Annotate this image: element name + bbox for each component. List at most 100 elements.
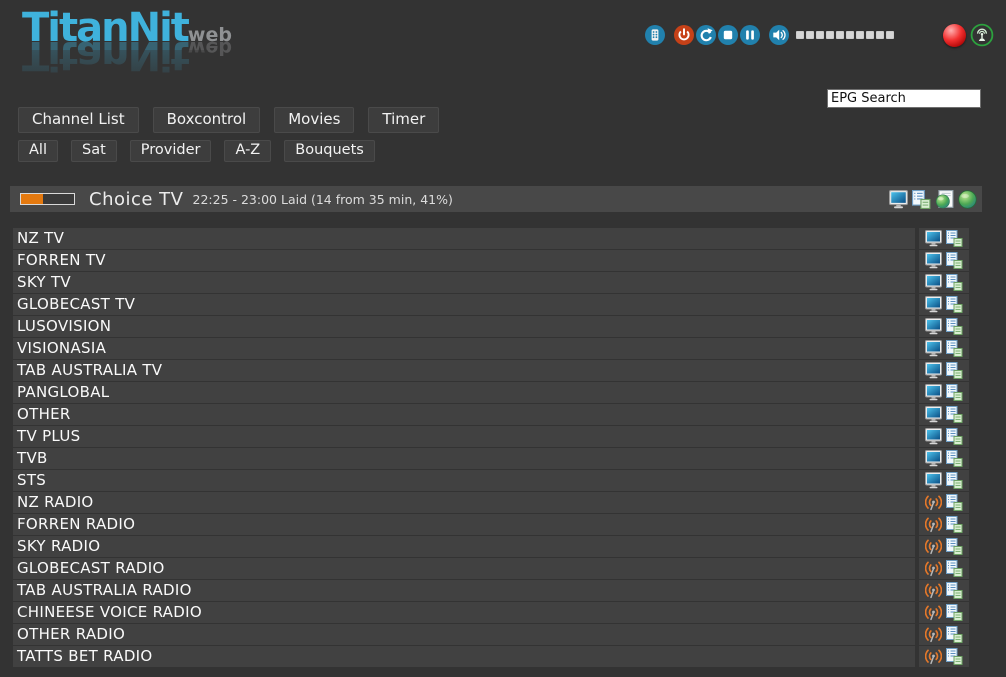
- channel-row[interactable]: NZ TV: [13, 228, 969, 249]
- epg-info-icon[interactable]: [946, 406, 963, 423]
- channel-name: PANGLOBAL: [13, 382, 915, 403]
- epg-info-icon[interactable]: [946, 230, 963, 247]
- epg-info-icon[interactable]: [946, 340, 963, 357]
- tv-zap-icon[interactable]: [925, 340, 942, 357]
- radio-zap-icon[interactable]: [925, 494, 942, 511]
- radio-zap-icon[interactable]: [925, 604, 942, 621]
- volume-segment[interactable]: [826, 31, 834, 39]
- epg-info-icon[interactable]: [946, 318, 963, 335]
- tv-zap-icon[interactable]: [925, 274, 942, 291]
- tab-movies[interactable]: Movies: [274, 107, 355, 133]
- channel-row[interactable]: FORREN RADIO: [13, 514, 969, 535]
- tv-zap-icon[interactable]: [925, 318, 942, 335]
- volume-segment[interactable]: [866, 31, 874, 39]
- volume-segment[interactable]: [886, 31, 894, 39]
- volume-segment[interactable]: [796, 31, 804, 39]
- tv-zap-icon[interactable]: [925, 230, 942, 247]
- globe-icon[interactable]: [958, 189, 977, 209]
- volume-segment[interactable]: [856, 31, 864, 39]
- radio-zap-icon[interactable]: [925, 560, 942, 577]
- pause-icon[interactable]: [740, 25, 760, 45]
- channel-row[interactable]: TAB AUSTRALIA RADIO: [13, 580, 969, 601]
- volume-segment[interactable]: [806, 31, 814, 39]
- radio-zap-icon[interactable]: [925, 582, 942, 599]
- channel-row[interactable]: OTHER: [13, 404, 969, 425]
- epg-info-icon[interactable]: [946, 384, 963, 401]
- volume-segment[interactable]: [836, 31, 844, 39]
- channel-row[interactable]: SKY TV: [13, 272, 969, 293]
- epg-info-icon[interactable]: [946, 516, 963, 533]
- filter-bouquets[interactable]: Bouquets: [284, 140, 375, 162]
- filter-a-z[interactable]: A-Z: [224, 140, 272, 162]
- stop-icon[interactable]: [718, 25, 738, 45]
- tv-zap-icon[interactable]: [925, 472, 942, 489]
- channel-name: GLOBECAST RADIO: [13, 558, 915, 579]
- epg-info-icon[interactable]: [946, 450, 963, 467]
- volume-segment[interactable]: [846, 31, 854, 39]
- channel-row[interactable]: STS: [13, 470, 969, 491]
- tab-channel-list[interactable]: Channel List: [18, 107, 139, 133]
- epg-info-icon[interactable]: [946, 274, 963, 291]
- epg-search-input[interactable]: [827, 89, 981, 108]
- tv-zap-icon[interactable]: [925, 428, 942, 445]
- epg-info-icon[interactable]: [946, 362, 963, 379]
- epg-info-icon[interactable]: [946, 472, 963, 489]
- channel-row[interactable]: TAB AUSTRALIA TV: [13, 360, 969, 381]
- filter-provider[interactable]: Provider: [129, 140, 212, 162]
- channel-row[interactable]: LUSOVISION: [13, 316, 969, 337]
- epg-progress-fill: [21, 194, 43, 204]
- current-epg-info: 22:25 - 23:00 Laid (14 from 35 min, 41%): [192, 191, 453, 207]
- channel-row[interactable]: TV PLUS: [13, 426, 969, 447]
- volume-bar[interactable]: [796, 31, 896, 39]
- epg-info-icon[interactable]: [946, 252, 963, 269]
- refresh-icon[interactable]: [696, 25, 716, 45]
- tv-zap-icon[interactable]: [925, 384, 942, 401]
- channel-row[interactable]: OTHER RADIO: [13, 624, 969, 645]
- channel-row[interactable]: PANGLOBAL: [13, 382, 969, 403]
- channel-row[interactable]: GLOBECAST RADIO: [13, 558, 969, 579]
- speaker-icon[interactable]: [769, 25, 789, 45]
- tv-zap-icon[interactable]: [925, 362, 942, 379]
- volume-segment[interactable]: [816, 31, 824, 39]
- remote-keypad-icon[interactable]: [645, 25, 665, 45]
- epg-list-icon[interactable]: [912, 189, 931, 209]
- channel-row[interactable]: FORREN TV: [13, 250, 969, 271]
- tab-boxcontrol[interactable]: Boxcontrol: [152, 107, 261, 133]
- record-indicator-icon[interactable]: [943, 23, 966, 47]
- channel-row[interactable]: TVB: [13, 448, 969, 469]
- antenna-signal-icon[interactable]: [970, 23, 994, 47]
- radio-zap-icon[interactable]: [925, 648, 942, 665]
- web-page-icon[interactable]: [935, 189, 954, 209]
- tv-zap-icon[interactable]: [925, 252, 942, 269]
- epg-info-icon[interactable]: [946, 296, 963, 313]
- tv-zap-icon[interactable]: [925, 296, 942, 313]
- epg-info-icon[interactable]: [946, 538, 963, 555]
- channel-row-actions: [919, 492, 969, 513]
- tv-screen-icon[interactable]: [889, 189, 908, 209]
- tv-zap-icon[interactable]: [925, 406, 942, 423]
- radio-zap-icon[interactable]: [925, 626, 942, 643]
- channel-row[interactable]: CHINEESE VOICE RADIO: [13, 602, 969, 623]
- channel-row[interactable]: VISIONASIA: [13, 338, 969, 359]
- epg-info-icon[interactable]: [946, 560, 963, 577]
- channel-row[interactable]: TATTS BET RADIO: [13, 646, 969, 667]
- epg-info-icon[interactable]: [946, 582, 963, 599]
- filter-all[interactable]: All: [18, 140, 58, 162]
- epg-info-icon[interactable]: [946, 648, 963, 665]
- epg-info-icon[interactable]: [946, 604, 963, 621]
- power-icon[interactable]: [674, 25, 694, 45]
- tv-zap-icon[interactable]: [925, 450, 942, 467]
- channel-name: TAB AUSTRALIA TV: [13, 360, 915, 381]
- channel-row-actions: [919, 646, 969, 667]
- channel-row[interactable]: GLOBECAST TV: [13, 294, 969, 315]
- epg-info-icon[interactable]: [946, 428, 963, 445]
- epg-info-icon[interactable]: [946, 626, 963, 643]
- tab-timer[interactable]: Timer: [368, 107, 440, 133]
- epg-info-icon[interactable]: [946, 494, 963, 511]
- channel-row[interactable]: NZ RADIO: [13, 492, 969, 513]
- volume-segment[interactable]: [876, 31, 884, 39]
- radio-zap-icon[interactable]: [925, 516, 942, 533]
- radio-zap-icon[interactable]: [925, 538, 942, 555]
- filter-sat[interactable]: Sat: [70, 140, 117, 162]
- channel-row[interactable]: SKY RADIO: [13, 536, 969, 557]
